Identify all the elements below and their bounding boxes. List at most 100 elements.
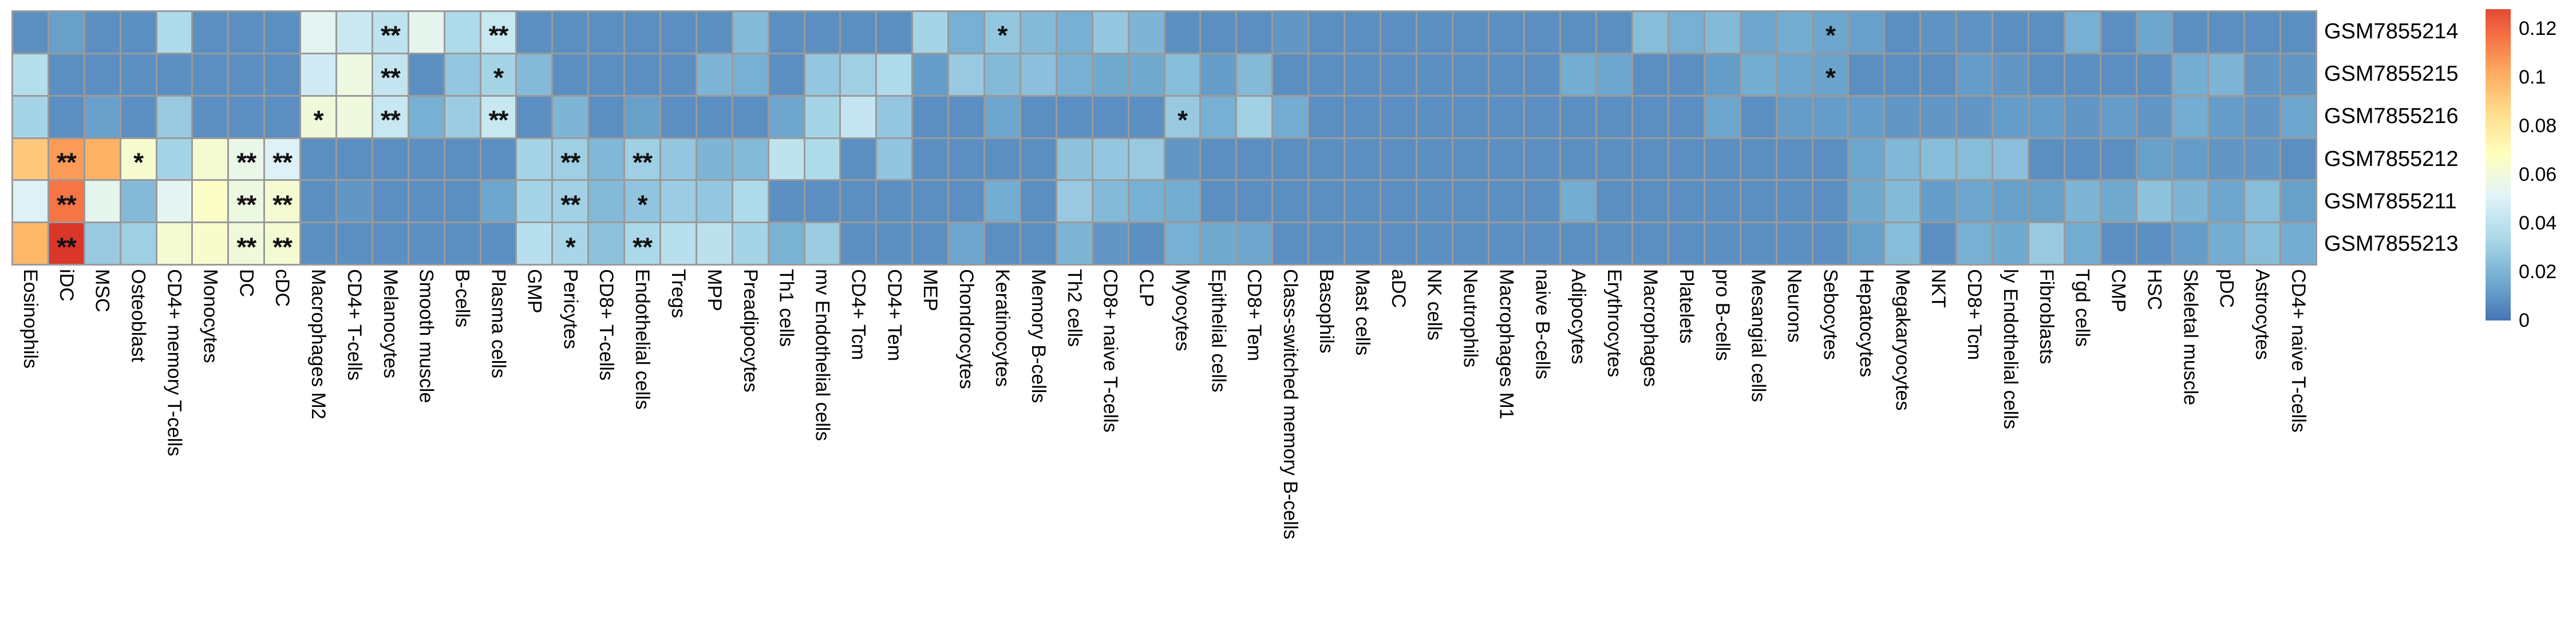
heatmap-cell <box>1453 181 1488 222</box>
x-axis-label: Mesangial cells <box>1747 269 1769 402</box>
heatmap-cell <box>1273 54 1308 95</box>
significance-asterisk: ** <box>633 231 653 262</box>
heatmap-cell <box>2065 139 2100 180</box>
heatmap-cell <box>1669 181 1704 222</box>
heatmap-cell <box>1957 54 1992 95</box>
heatmap-cell <box>2281 54 2316 95</box>
x-axis-label: pDC <box>2215 269 2238 308</box>
heatmap-cell <box>1849 96 1884 137</box>
significance-asterisk: ** <box>488 20 509 50</box>
heatmap-cell <box>1093 96 1128 137</box>
heatmap-cell <box>733 139 768 180</box>
heatmap-cell <box>193 12 228 53</box>
heatmap-cell <box>661 181 696 222</box>
heatmap-cell <box>409 181 444 222</box>
heatmap-cell: * <box>1813 54 1848 95</box>
heatmap-cell <box>157 139 192 180</box>
x-axis-label: CD4+ memory T-cells <box>163 269 185 457</box>
heatmap-cell <box>1273 223 1308 264</box>
heatmap-cell <box>1597 139 1632 180</box>
heatmap-cell <box>769 12 804 53</box>
heatmap-cell <box>1633 181 1668 222</box>
heatmap-cell <box>2245 12 2280 53</box>
heatmap-cell <box>193 139 228 180</box>
heatmap-cell <box>913 96 948 137</box>
heatmap-cell <box>1093 12 1128 53</box>
heatmap-cell <box>1993 96 2028 137</box>
heatmap-cell <box>1309 12 1344 53</box>
heatmap-cell <box>1705 12 1740 53</box>
heatmap-cell <box>1849 139 1884 180</box>
heatmap-cell <box>1129 139 1164 180</box>
x-axis-label: Th2 cells <box>1063 269 1085 347</box>
heatmap-cell <box>733 96 768 137</box>
significance-asterisk: ** <box>272 231 293 262</box>
heatmap-cell <box>1669 223 1704 264</box>
significance-asterisk: ** <box>56 231 77 262</box>
heatmap-cell <box>85 12 120 53</box>
heatmap-cell <box>85 223 120 264</box>
x-axis-label: CMP <box>2107 269 2129 312</box>
significance-asterisk: ** <box>560 147 580 177</box>
heatmap-cell <box>337 54 372 95</box>
significance-asterisk: * <box>997 20 1008 50</box>
heatmap-cell: ** <box>373 96 408 137</box>
heatmap-cell: ** <box>553 139 588 180</box>
heatmap-cell <box>949 181 984 222</box>
heatmap-cell <box>265 12 300 53</box>
heatmap-cell <box>1453 223 1488 264</box>
heatmap-cell <box>1777 223 1812 264</box>
heatmap-cell <box>1489 181 1524 222</box>
x-axis-label: Th1 cells <box>775 269 797 347</box>
heatmap-cell <box>2137 96 2172 137</box>
heatmap-cell <box>409 139 444 180</box>
heatmap-cell: * <box>625 181 660 222</box>
x-axis-label: CD4+ Tcm <box>847 269 870 361</box>
heatmap-cell <box>2029 54 2064 95</box>
heatmap-cell <box>2209 181 2244 222</box>
heatmap-cell <box>1921 96 1956 137</box>
heatmap-cell <box>589 223 624 264</box>
heatmap-cell <box>121 181 156 222</box>
heatmap-cell <box>1165 54 1200 95</box>
x-axis-label: CD4+ naive T-cells <box>2287 269 2310 433</box>
heatmap-cell <box>913 12 948 53</box>
heatmap-cell <box>697 223 732 264</box>
heatmap-cell <box>1885 12 1920 53</box>
heatmap-cell <box>13 54 48 95</box>
heatmap-cell <box>1201 223 1236 264</box>
heatmap-cell <box>517 96 552 137</box>
heatmap-cell <box>517 181 552 222</box>
heatmap-cell: * <box>1813 12 1848 53</box>
x-axis-label: NK cells <box>1423 269 1445 341</box>
heatmap-cell <box>1057 96 1092 137</box>
heatmap-cell <box>1381 54 1416 95</box>
heatmap-cell <box>805 54 840 95</box>
significance-asterisk: * <box>493 62 504 93</box>
heatmap-cell <box>1453 54 1488 95</box>
heatmap-cell <box>805 139 840 180</box>
heatmap-cell <box>301 223 336 264</box>
heatmap-cell <box>337 12 372 53</box>
heatmap-cell <box>445 54 480 95</box>
heatmap-cell <box>841 12 876 53</box>
heatmap-cell <box>337 96 372 137</box>
heatmap-cell <box>2029 12 2064 53</box>
heatmap-cell <box>85 96 120 137</box>
heatmap-cell <box>1129 12 1164 53</box>
heatmap-cell: ** <box>373 54 408 95</box>
significance-asterisk: ** <box>380 105 401 135</box>
heatmap-cell <box>2245 96 2280 137</box>
heatmap-cell <box>157 223 192 264</box>
significance-asterisk: * <box>1177 105 1188 135</box>
heatmap-cell <box>985 181 1020 222</box>
heatmap-cell <box>1453 139 1488 180</box>
heatmap-cell <box>157 54 192 95</box>
heatmap-cell <box>589 181 624 222</box>
heatmap-cell <box>2281 139 2316 180</box>
heatmap-cell <box>1525 12 1560 53</box>
heatmap-cell <box>1525 54 1560 95</box>
y-axis-label: GSM7855216 <box>2324 104 2459 129</box>
heatmap-cell <box>841 96 876 137</box>
heatmap-cell <box>1885 54 1920 95</box>
